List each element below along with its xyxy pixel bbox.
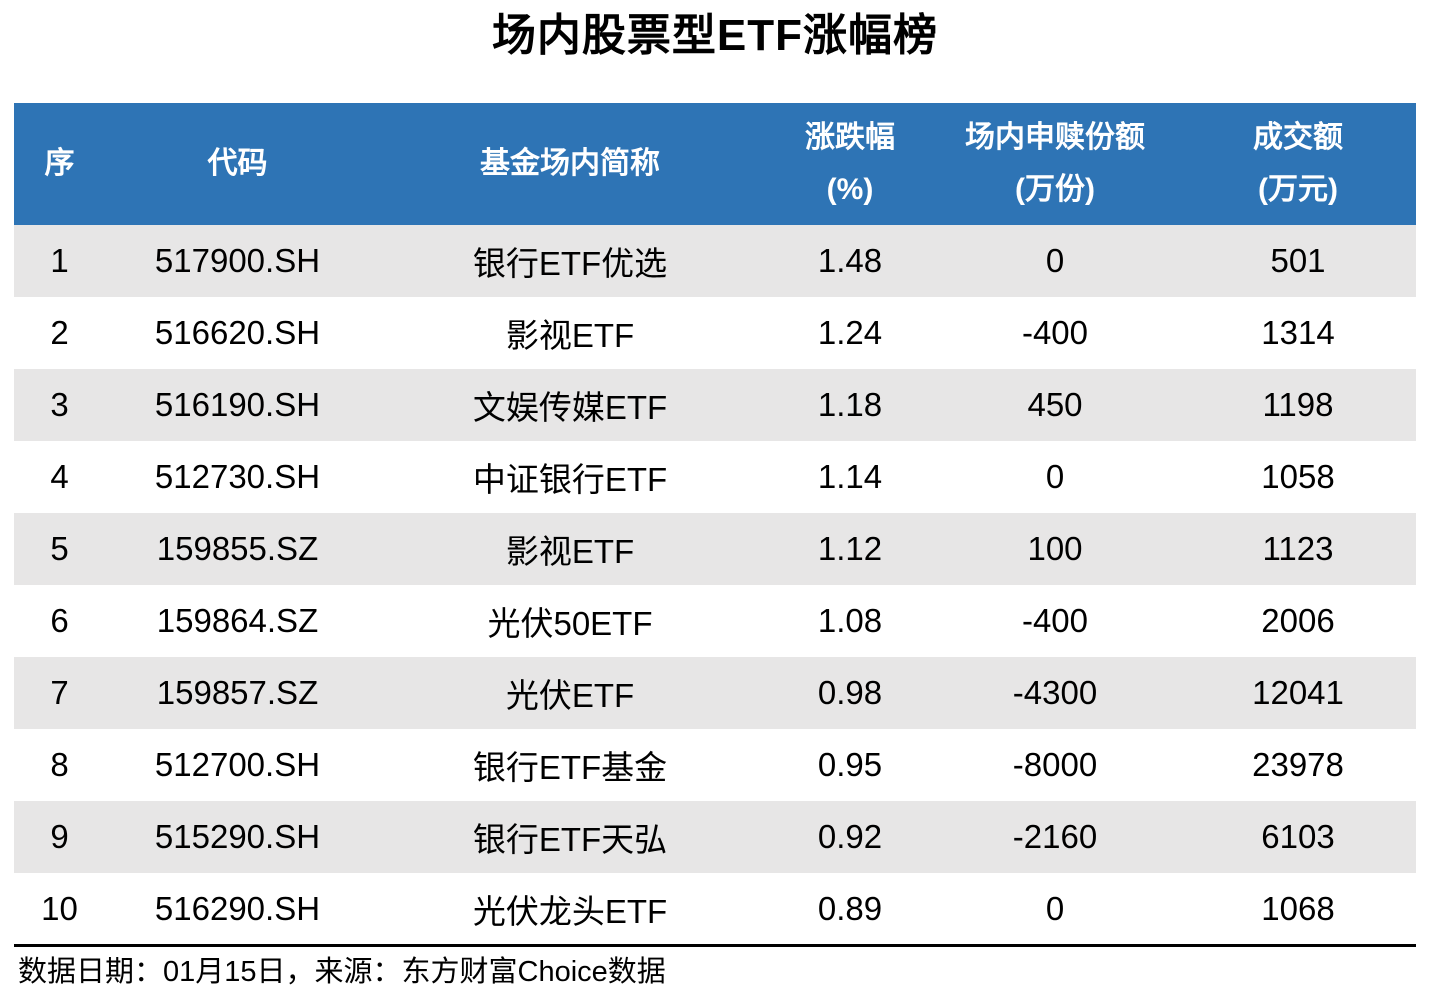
cell-code: 516620.SH — [154, 314, 321, 351]
cell-turnover: 6103 — [1261, 818, 1335, 855]
col-header-shares-unit: (万份) — [1015, 173, 1095, 206]
cell-turnover: 1123 — [1262, 530, 1334, 567]
cell-shares: 100 — [1027, 530, 1083, 567]
col-header-turnover-unit: (万元) — [1258, 173, 1338, 206]
cell-code: 159857.SZ — [156, 674, 319, 711]
cell-turnover: 1198 — [1262, 386, 1334, 423]
cell-shares: 0 — [1045, 890, 1065, 927]
cell-turnover: 12041 — [1252, 674, 1344, 711]
cell-change: 1.48 — [817, 242, 883, 279]
col-header-rank-label: 序 — [44, 147, 75, 180]
cell-code: 512700.SH — [154, 746, 321, 783]
cell-rank: 2 — [50, 314, 69, 351]
cell-shares: -400 — [1021, 602, 1089, 639]
table-row: 9 515290.SH 银行ETF天弘 0.92 -2160 6103 — [14, 801, 1416, 873]
cell-rank: 3 — [50, 386, 69, 423]
cell-name: 银行ETF优选 — [472, 245, 668, 282]
cell-turnover: 1058 — [1261, 458, 1335, 495]
col-header-rank: 序 — [14, 103, 105, 225]
cell-rank: 8 — [50, 746, 69, 783]
cell-change: 1.14 — [817, 458, 883, 495]
cell-change: 0.92 — [817, 818, 883, 855]
table-row: 1 517900.SH 银行ETF优选 1.48 0 501 — [14, 225, 1416, 297]
cell-turnover: 501 — [1270, 242, 1326, 279]
cell-change: 0.95 — [817, 746, 883, 783]
col-header-shares-label: 场内申赎份额 — [965, 121, 1145, 154]
cell-name: 光伏ETF — [505, 677, 635, 714]
cell-shares: 0 — [1045, 458, 1065, 495]
cell-rank: 1 — [50, 242, 69, 279]
cell-change: 0.89 — [817, 890, 883, 927]
cell-code: 516190.SH — [154, 386, 321, 423]
cell-name: 影视ETF — [505, 533, 635, 570]
cell-name: 银行ETF天弘 — [472, 821, 668, 858]
cell-change: 1.08 — [817, 602, 883, 639]
cell-name: 影视ETF — [505, 317, 635, 354]
cell-shares: -4300 — [1012, 674, 1098, 711]
cell-change: 0.98 — [817, 674, 883, 711]
table-row: 3 516190.SH 文娱传媒ETF 1.18 450 1198 — [14, 369, 1416, 441]
etf-gainers-table: 序 代码 基金场内简称 涨跌幅 (%) 场内申赎份额 (万份) 成交额 (万元) — [14, 103, 1416, 945]
cell-rank: 9 — [50, 818, 69, 855]
cell-name: 光伏50ETF — [487, 605, 653, 642]
cell-turnover: 23978 — [1252, 746, 1344, 783]
page-title: 场内股票型ETF涨幅榜 — [491, 11, 939, 60]
cell-shares: -2160 — [1012, 818, 1098, 855]
cell-rank: 4 — [50, 458, 69, 495]
cell-shares: -400 — [1021, 314, 1089, 351]
col-header-name-label: 基金场内简称 — [480, 147, 660, 180]
table-row: 5 159855.SZ 影视ETF 1.12 100 1123 — [14, 513, 1416, 585]
table-body: 1 517900.SH 银行ETF优选 1.48 0 501 2 516620.… — [14, 225, 1416, 945]
cell-turnover: 2006 — [1261, 602, 1335, 639]
col-header-change: 涨跌幅 (%) — [770, 103, 930, 225]
col-header-code: 代码 — [105, 103, 370, 225]
cell-turnover: 1314 — [1261, 314, 1335, 351]
cell-shares: 450 — [1027, 386, 1083, 423]
data-source-note: 数据日期：01月15日，来源：东方财富Choice数据 — [18, 956, 666, 988]
cell-change: 1.24 — [817, 314, 883, 351]
table-row: 8 512700.SH 银行ETF基金 0.95 -8000 23978 — [14, 729, 1416, 801]
table-row: 7 159857.SZ 光伏ETF 0.98 -4300 12041 — [14, 657, 1416, 729]
cell-shares: -8000 — [1012, 746, 1098, 783]
cell-turnover: 1068 — [1261, 890, 1335, 927]
cell-name: 中证银行ETF — [472, 461, 668, 498]
cell-code: 517900.SH — [154, 242, 321, 279]
col-header-name: 基金场内简称 — [370, 103, 770, 225]
col-header-turnover: 成交额 (万元) — [1180, 103, 1416, 225]
table-row: 2 516620.SH 影视ETF 1.24 -400 1314 — [14, 297, 1416, 369]
cell-rank: 6 — [50, 602, 69, 639]
cell-name: 光伏龙头ETF — [472, 893, 668, 930]
table-row: 6 159864.SZ 光伏50ETF 1.08 -400 2006 — [14, 585, 1416, 657]
col-header-change-label: 涨跌幅 — [805, 121, 895, 154]
cell-name: 银行ETF基金 — [472, 749, 668, 786]
cell-rank: 10 — [41, 890, 78, 927]
cell-change: 1.12 — [817, 530, 883, 567]
cell-rank: 7 — [50, 674, 69, 711]
cell-rank: 5 — [50, 530, 69, 567]
col-header-change-unit: (%) — [826, 173, 874, 206]
table-row: 4 512730.SH 中证银行ETF 1.14 0 1058 — [14, 441, 1416, 513]
cell-code: 515290.SH — [154, 818, 321, 855]
col-header-shares: 场内申赎份额 (万份) — [930, 103, 1180, 225]
cell-code: 512730.SH — [154, 458, 321, 495]
table-row: 10 516290.SH 光伏龙头ETF 0.89 0 1068 — [14, 873, 1416, 945]
table-header-row: 序 代码 基金场内简称 涨跌幅 (%) 场内申赎份额 (万份) 成交额 (万元) — [14, 103, 1416, 225]
cell-shares: 0 — [1045, 242, 1065, 279]
cell-name: 文娱传媒ETF — [472, 389, 668, 426]
cell-code: 516290.SH — [154, 890, 321, 927]
col-header-turnover-label: 成交额 — [1253, 121, 1343, 154]
table-bottom-rule — [14, 944, 1416, 947]
cell-code: 159855.SZ — [156, 530, 319, 567]
cell-code: 159864.SZ — [156, 602, 319, 639]
cell-change: 1.18 — [817, 386, 883, 423]
col-header-code-label: 代码 — [207, 147, 268, 180]
